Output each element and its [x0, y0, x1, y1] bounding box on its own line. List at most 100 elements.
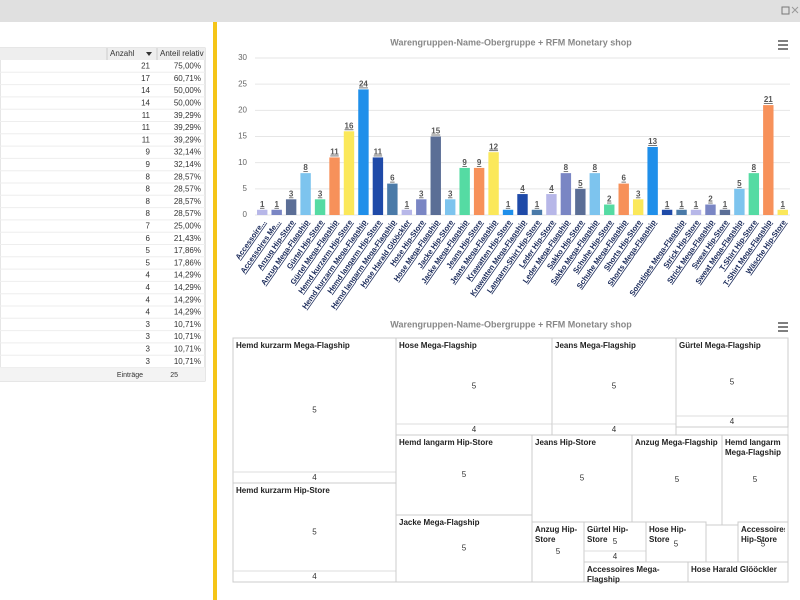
tile-value: 5: [753, 475, 758, 484]
data-label: 5: [737, 179, 742, 188]
bar: [358, 89, 369, 215]
footer-value: 25: [170, 372, 178, 379]
tile[interactable]: [531, 521, 585, 583]
bar: [517, 194, 528, 215]
tile-value: 5: [613, 537, 618, 546]
data-label: 9: [462, 158, 467, 167]
cell: 9: [146, 148, 151, 157]
tile[interactable]: [737, 521, 789, 568]
tile-value: 5: [462, 544, 467, 553]
cell: 10,71%: [174, 320, 201, 329]
tile[interactable]: [687, 561, 789, 583]
tile[interactable]: [675, 337, 789, 428]
splitter[interactable]: [213, 22, 217, 600]
tile-label: Jacke Mega-Flagship: [399, 518, 480, 527]
cell: 32,14%: [174, 160, 201, 169]
cell: 14: [141, 86, 150, 95]
tile[interactable]: [551, 337, 677, 436]
tile[interactable]: [395, 337, 553, 436]
tile-sub-value: 4: [312, 473, 317, 482]
tile-value: 5: [312, 528, 317, 537]
tile-value: 5: [675, 475, 680, 484]
tile-label: Hemd kurzarm Mega-Flagship: [236, 341, 350, 350]
cell: 28,57%: [174, 209, 201, 218]
data-label: 11: [330, 148, 339, 157]
bar: [661, 209, 673, 215]
cell: 14: [141, 99, 150, 108]
data-label: 1: [405, 200, 410, 209]
cell: 39,29%: [174, 135, 201, 144]
column-header[interactable]: Anzahl: [110, 49, 135, 58]
column-header[interactable]: Anteil relativ: [160, 49, 204, 58]
cell: 5: [146, 246, 151, 255]
tile-value: 5: [612, 382, 617, 391]
cell: 60,71%: [174, 74, 201, 83]
cell: 11: [142, 123, 151, 132]
tile-label-box: Gürtel Mega-Flagship: [679, 341, 761, 350]
cell: 8: [146, 185, 151, 194]
data-label: 2: [708, 195, 713, 204]
tile-label: Anzug Mega-Flagship: [635, 438, 718, 447]
cell: 21,43%: [174, 234, 201, 243]
bar: [763, 105, 774, 215]
cell: 14,29%: [174, 283, 201, 292]
tile[interactable]: [395, 514, 533, 583]
cell: 9: [146, 160, 151, 169]
bar: [734, 188, 745, 215]
tile[interactable]: [645, 521, 707, 568]
data-label: 8: [752, 163, 757, 172]
data-label: 8: [303, 163, 308, 172]
bar: [314, 199, 326, 215]
cell: 4: [146, 295, 151, 304]
data-label: 3: [289, 189, 294, 198]
data-label: 4: [520, 184, 525, 193]
cell: 14,29%: [174, 295, 201, 304]
cell: 3: [146, 320, 151, 329]
cell: 17,86%: [174, 258, 201, 267]
data-label: 1: [260, 200, 265, 209]
bar: [604, 204, 615, 215]
cell: 25,00%: [174, 222, 201, 231]
cell: 4: [146, 283, 151, 292]
tile-sub-value: 4: [312, 572, 317, 581]
cell: 50,00%: [174, 86, 201, 95]
bar: [343, 131, 355, 215]
bar: [257, 209, 268, 215]
tile-value: 5: [312, 406, 317, 415]
tile[interactable]: [232, 482, 397, 583]
data-label: 3: [448, 189, 453, 198]
cell: 8: [146, 197, 151, 206]
tile-label: Jeans Mega-Flagship: [555, 341, 636, 350]
table-panel: [0, 47, 206, 382]
sort-icon[interactable]: [146, 52, 152, 56]
tile[interactable]: [395, 434, 533, 516]
table-footer: [0, 368, 205, 381]
data-label: 12: [489, 142, 498, 151]
bar: [401, 209, 413, 215]
tile-value: 5: [730, 378, 735, 387]
maximize-button[interactable]: [781, 6, 790, 15]
tile[interactable]: [721, 434, 789, 526]
tile-label-box: Hemd kurzarm Mega-Flagship: [236, 341, 350, 350]
cell: 5: [146, 258, 151, 267]
cell: 11: [142, 111, 151, 120]
cell: 4: [146, 308, 151, 317]
cell: 17,86%: [174, 246, 201, 255]
tile-label-box: Accessoires Hip-Store: [741, 525, 785, 544]
tile[interactable]: [531, 434, 633, 523]
bar: [502, 209, 514, 215]
chart-menu[interactable]: [778, 322, 788, 332]
tile[interactable]: [583, 521, 647, 563]
bar: [676, 209, 687, 215]
cell: 8: [146, 209, 151, 218]
bar: [632, 199, 644, 215]
data-label: 6: [390, 174, 395, 183]
chart-menu[interactable]: [778, 40, 788, 50]
close-button[interactable]: [791, 6, 799, 14]
bar: [473, 167, 485, 215]
cell: 3: [146, 345, 151, 354]
data-label: 24: [359, 80, 368, 89]
tile-label: Hemd langarm Mega-Flagship: [725, 438, 782, 457]
data-label: 21: [764, 95, 773, 104]
tile-value: 5: [556, 547, 561, 556]
